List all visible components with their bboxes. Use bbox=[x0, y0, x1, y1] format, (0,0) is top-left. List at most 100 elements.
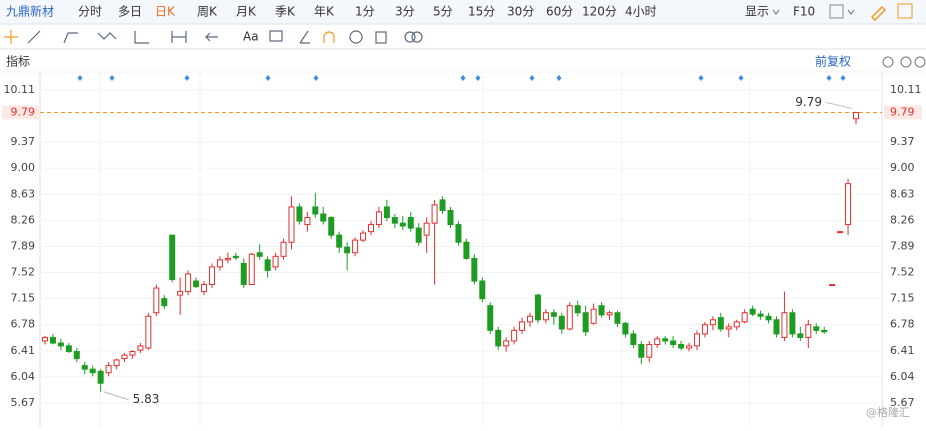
candle-body bbox=[105, 365, 112, 374]
candle-body bbox=[741, 312, 748, 323]
next[interactable] bbox=[914, 56, 926, 68]
min-annotation: 5.83 bbox=[133, 392, 160, 406]
candle-body bbox=[383, 206, 390, 219]
zoom-in[interactable] bbox=[900, 56, 912, 68]
angle-tool[interactable] bbox=[299, 30, 310, 44]
move-tool[interactable] bbox=[4, 30, 18, 44]
candle-body bbox=[638, 343, 645, 358]
candle-body bbox=[813, 326, 820, 331]
candle-body bbox=[646, 343, 653, 358]
candle-body bbox=[447, 209, 454, 226]
timeframe-tab[interactable]: 周K bbox=[197, 5, 218, 19]
range-tool[interactable] bbox=[171, 31, 187, 43]
candle-body bbox=[42, 336, 48, 342]
candle-body bbox=[622, 322, 629, 335]
candle-body bbox=[367, 224, 374, 233]
arrow-tool[interactable] bbox=[204, 32, 218, 42]
y-tick-label: 9.79 bbox=[890, 105, 915, 118]
timeframe-tab[interactable]: 4小时 bbox=[625, 5, 657, 19]
drawing-tools bbox=[4, 30, 423, 44]
timeframe-tab[interactable]: 60分 bbox=[546, 5, 573, 19]
y-tick-label: 6.04 bbox=[11, 370, 36, 383]
magnet-tool[interactable] bbox=[323, 31, 335, 43]
candle-body bbox=[296, 206, 303, 222]
candle-body bbox=[89, 368, 96, 374]
y-tick-label: 7.52 bbox=[11, 266, 36, 279]
y-tick-label: 9.37 bbox=[11, 135, 36, 148]
candle-body bbox=[471, 257, 478, 282]
f10-button[interactable]: F10 bbox=[793, 5, 815, 19]
candle-body bbox=[606, 312, 613, 316]
candle-body bbox=[845, 183, 852, 226]
y-tick-label: 6.78 bbox=[11, 318, 36, 331]
candle-body bbox=[121, 354, 128, 360]
candle-body bbox=[439, 199, 446, 211]
candle-body bbox=[320, 213, 327, 222]
candle-body bbox=[805, 324, 812, 338]
candle-body bbox=[193, 280, 200, 288]
candle-body bbox=[614, 312, 621, 324]
candle-body bbox=[208, 266, 215, 286]
line-tool[interactable] bbox=[27, 30, 41, 44]
timeframe-tab[interactable]: 3分 bbox=[395, 5, 415, 19]
candle-body bbox=[582, 312, 589, 333]
candle-body bbox=[264, 259, 271, 271]
candle-body bbox=[352, 239, 359, 254]
timeframe-tab[interactable]: 1分 bbox=[355, 5, 375, 19]
note-tool[interactable] bbox=[269, 30, 283, 42]
timeframe-tab[interactable]: 分时 bbox=[78, 5, 102, 19]
candle-body bbox=[129, 351, 136, 356]
wave-tool[interactable] bbox=[97, 32, 117, 40]
timeframe-tab[interactable]: 5分 bbox=[433, 5, 453, 19]
text-tool[interactable]: Aa bbox=[243, 30, 259, 44]
channel-tool[interactable] bbox=[63, 32, 78, 44]
candle-body bbox=[773, 319, 780, 335]
candle-body bbox=[161, 298, 168, 307]
timeframe-tab[interactable]: 月K bbox=[236, 5, 257, 19]
display-menu[interactable]: 显示 bbox=[745, 5, 769, 19]
timeframe-tab[interactable]: 季K bbox=[275, 5, 296, 19]
candle-body bbox=[391, 217, 398, 224]
candle-body bbox=[375, 211, 382, 226]
checkbox-icon[interactable] bbox=[829, 4, 844, 19]
timeframe-tab[interactable]: 30分 bbox=[507, 5, 534, 19]
zoom-out[interactable] bbox=[882, 56, 894, 68]
candle-body bbox=[558, 315, 565, 330]
y-tick-label: 9.00 bbox=[11, 161, 36, 174]
dropdown-icon bbox=[772, 9, 780, 15]
candle-body bbox=[280, 241, 287, 257]
y-tick-label: 6.41 bbox=[11, 344, 36, 357]
candle-body bbox=[542, 312, 549, 321]
candle-body bbox=[169, 234, 176, 281]
adjust-mode[interactable]: 前复权 bbox=[815, 54, 851, 69]
candle-body bbox=[248, 253, 255, 286]
delete-tool[interactable] bbox=[375, 31, 387, 44]
draw-icon[interactable] bbox=[870, 5, 887, 22]
timeframe-tab[interactable]: 年K bbox=[314, 5, 335, 19]
stock-name[interactable]: 九鼎新材 bbox=[6, 4, 54, 19]
candle-body bbox=[837, 231, 844, 234]
y-tick-label: 8.63 bbox=[890, 187, 915, 200]
y-tick-label: 10.11 bbox=[890, 83, 922, 96]
hide-tool[interactable] bbox=[349, 30, 363, 44]
timeframe-tab[interactable]: 120分 bbox=[582, 5, 617, 19]
candle-body bbox=[97, 370, 104, 384]
candle-body bbox=[598, 305, 605, 316]
y-tick-label: 9.00 bbox=[890, 161, 915, 174]
candle-body bbox=[686, 345, 693, 349]
y-tick-label: 8.26 bbox=[11, 213, 36, 226]
indicator-label[interactable]: 指标 bbox=[6, 54, 30, 69]
candle-body bbox=[415, 227, 422, 243]
candle-body bbox=[240, 262, 247, 286]
timeframe-tab[interactable]: 多日 bbox=[118, 5, 142, 19]
candle-body bbox=[678, 343, 685, 349]
fib-tool[interactable] bbox=[134, 31, 149, 44]
expand-icon[interactable] bbox=[897, 3, 913, 19]
candle-body bbox=[853, 111, 859, 120]
y-tick-label: 7.89 bbox=[890, 239, 915, 252]
timeframe-tab[interactable]: 15分 bbox=[468, 5, 495, 19]
candle-body bbox=[749, 308, 756, 315]
link-tool[interactable] bbox=[404, 31, 416, 43]
candle-body bbox=[630, 333, 637, 345]
timeframe-tab[interactable]: 日K bbox=[155, 5, 176, 19]
